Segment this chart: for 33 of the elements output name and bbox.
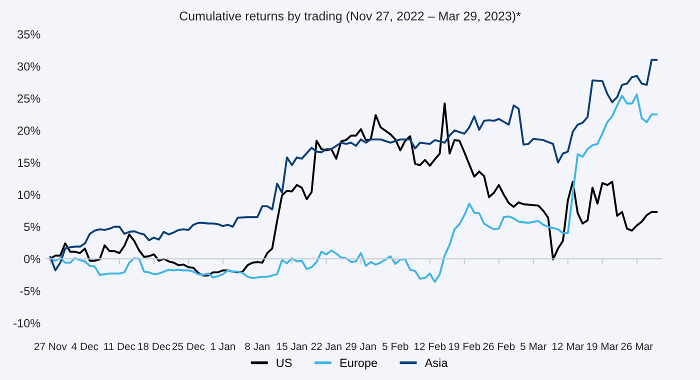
x-tick-label: 5 Mar <box>520 342 547 350</box>
y-tick-label: 20% <box>18 126 40 135</box>
line-series <box>49 58 658 272</box>
chart-title: Cumulative returns by trading (Nov 27, 2022 – Mar 29, 2023)* <box>180 11 521 23</box>
x-tick-label: 19 Mar <box>586 342 618 350</box>
x-tick-label: 5 Feb <box>382 342 408 350</box>
y-tick-label: -5% <box>20 286 40 296</box>
x-tick-label: 25 Dec <box>172 342 205 350</box>
y-tick-label: 15% <box>18 158 40 167</box>
x-tick-label: 11 Dec <box>104 342 136 350</box>
x-tick-label: 29 Jan <box>346 342 376 350</box>
x-tick-label: 22 Jan <box>311 342 342 350</box>
x-tick-label: 1 Jan <box>210 342 235 350</box>
x-tick-label: 19 Feb <box>448 342 480 350</box>
legend-label: Europe <box>340 358 378 370</box>
y-tick-label: 10% <box>18 190 40 200</box>
y-tick-label: 30% <box>17 62 40 71</box>
x-tick-label: 8 Jan <box>245 342 270 350</box>
x-tick-label: 27 Nov <box>34 342 67 350</box>
x-tick-label: 26 Feb <box>483 342 515 350</box>
x-tick-label: 26 Mar <box>621 342 653 350</box>
x-tick-label: 12 Feb <box>414 342 446 350</box>
x-tick-label: 18 Dec <box>138 342 170 350</box>
x-tick-label: 15 Jan <box>277 342 307 350</box>
x-tick-label: 4 Dec <box>72 342 98 350</box>
y-tick-label: 25% <box>18 94 40 103</box>
x-tick-label: 12 Mar <box>552 342 584 350</box>
y-tick-label: 5% <box>24 222 40 232</box>
legend-label: US <box>276 358 292 368</box>
y-tick-label: -10% <box>14 319 40 328</box>
y-tick-label: 0% <box>24 254 40 264</box>
legend-label: Asia <box>424 358 448 368</box>
y-tick-label: 35% <box>17 30 40 39</box>
